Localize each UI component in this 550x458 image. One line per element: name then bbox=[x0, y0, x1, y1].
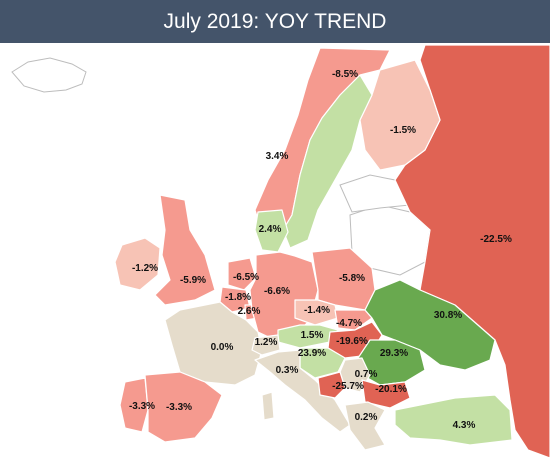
region-greece bbox=[344, 401, 386, 451]
map-title: July 2019: YOY TREND bbox=[0, 0, 550, 43]
region-iceland bbox=[11, 57, 87, 93]
region-belgium bbox=[219, 286, 251, 313]
region-bosnia bbox=[317, 371, 346, 399]
label-italy: 0.3% bbox=[276, 365, 299, 376]
region-spain bbox=[144, 371, 223, 443]
label-luxembourg: 2.6% bbox=[238, 306, 261, 317]
region-ukraine bbox=[364, 279, 496, 371]
label-denmark: 2.4% bbox=[259, 224, 282, 235]
label-netherlands: -6.5% bbox=[233, 272, 259, 283]
label-hungary: -19.6% bbox=[336, 336, 368, 347]
label-belgium: -1.8% bbox=[225, 292, 251, 303]
label-slovakia: -4.7% bbox=[336, 318, 362, 329]
label-germany: -6.6% bbox=[264, 286, 290, 297]
region-sweden bbox=[282, 74, 373, 249]
label-finland: -1.5% bbox=[390, 125, 416, 136]
label-poland: -5.8% bbox=[339, 273, 365, 284]
region-united-kingdom bbox=[154, 194, 216, 306]
region-slovakia bbox=[334, 309, 373, 331]
label-czechia: -1.4% bbox=[304, 305, 330, 316]
label-turkey: 4.3% bbox=[453, 420, 476, 431]
label-france: 0.0% bbox=[211, 342, 234, 353]
label-bosnia: -25.7% bbox=[332, 381, 364, 392]
europe-map: -8.5% 3.4% -1.5% -22.5% 2.4% -1.2% -5.9%… bbox=[11, 44, 550, 458]
label-ukraine: 30.8% bbox=[434, 310, 462, 321]
label-switzerland: 1.2% bbox=[255, 337, 278, 348]
region-france bbox=[164, 301, 263, 386]
region-ireland bbox=[114, 237, 161, 291]
label-serbia: 0.7% bbox=[355, 369, 378, 380]
region-switzerland bbox=[251, 334, 281, 356]
label-greece: 0.2% bbox=[355, 412, 378, 423]
label-portugal: -3.3% bbox=[129, 401, 155, 412]
label-bulgaria: -20.1% bbox=[375, 384, 407, 395]
label-sweden: 3.4% bbox=[266, 151, 289, 162]
label-russia: -22.5% bbox=[480, 234, 512, 245]
region-netherlands bbox=[227, 257, 257, 291]
label-united-kingdom: -5.9% bbox=[180, 275, 206, 286]
label-norway: -8.5% bbox=[332, 69, 358, 80]
label-spain: -3.3% bbox=[166, 402, 192, 413]
label-austria: 1.5% bbox=[301, 330, 324, 341]
label-romania: 29.3% bbox=[380, 348, 408, 359]
label-ireland: -1.2% bbox=[132, 263, 158, 274]
region-sardinia bbox=[261, 391, 275, 421]
region-turkey bbox=[394, 394, 513, 446]
label-slovenia: 23.9% bbox=[298, 348, 326, 359]
